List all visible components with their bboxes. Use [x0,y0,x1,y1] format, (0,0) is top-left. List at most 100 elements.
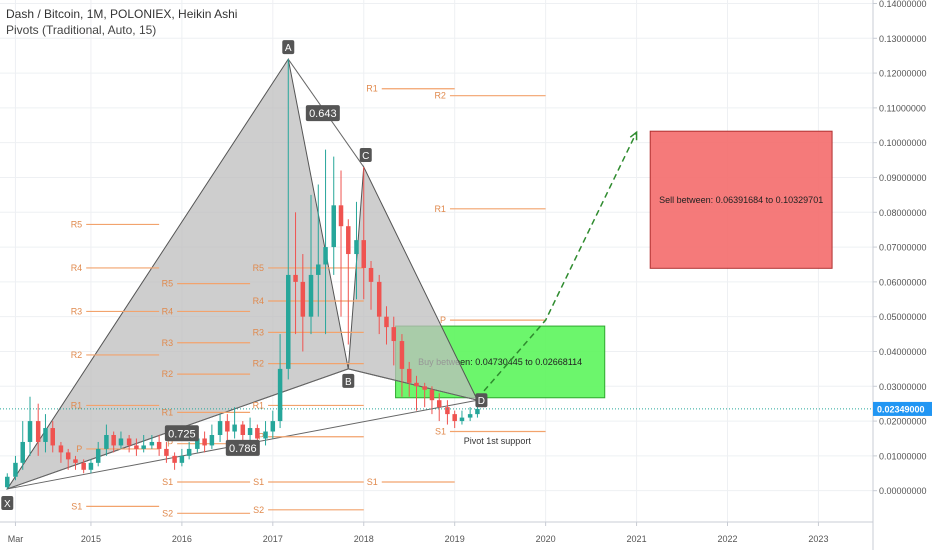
point-badge-c [359,148,372,163]
price-tick-label: 0.03000000 [879,382,927,392]
candle-body [179,455,185,463]
time-tick-label: 2017 [263,534,283,544]
candle-body [255,428,260,439]
pivot-label: P [440,315,446,325]
pivot-label: R2 [434,91,446,101]
candle-body [35,421,41,442]
sell-zone-label: Sell between: 0.06391684 to 0.10329701 [659,195,823,205]
candle-body [209,435,215,446]
pivot-label: R1 [366,84,378,94]
candle-body [104,435,109,449]
pivot-label: S2 [253,505,264,515]
candle-body [308,274,314,317]
price-zones: Buy between: 0.04730445 to 0.02668114 Sel… [395,130,833,399]
pivot-label: R2 [71,350,83,360]
candle-body [459,417,465,422]
candle-body [217,421,223,435]
indicator-title[interactable]: Pivots (Traditional, Auto, 15) [6,23,157,37]
point-label-d: D [478,396,485,407]
point-badge-d [475,393,488,408]
ratio-label: 0.786 [229,443,257,455]
candle-body [361,240,366,268]
pattern-leg [348,368,478,401]
candle-body [475,408,480,415]
pivot-label: P [167,439,173,449]
candle-body [316,264,321,275]
point-badge-b [342,373,355,388]
buy-zone-label: Buy between: 0.04730445 to 0.02668114 [418,357,582,367]
candle-body [225,421,230,432]
pivot-label: S1 [435,427,446,437]
time-tick-label: 2023 [808,534,828,544]
pivot-label: R2 [162,369,174,379]
pivot-label: R3 [253,327,265,337]
last-price-tag [873,401,932,416]
candle-body [376,281,382,317]
ratio-label: 0.725 [168,428,196,440]
time-tick-label: 2022 [717,534,737,544]
candle-body [164,448,169,456]
candle-body [399,341,405,369]
pivot-label: R5 [162,279,174,289]
candle-body [300,281,306,317]
target-arrow-head [629,130,638,141]
price-tick-label: 0.02000000 [879,417,927,427]
price-axis[interactable]: 0.00000000 0.01000000 0.02000000 0.03000000… [872,0,932,550]
candle-body [406,368,412,383]
pivot-label: R4 [253,296,265,306]
pivot-label: S1 [162,477,173,487]
candle-body [429,389,435,401]
time-axis[interactable]: Mar 2015 2016 2017 2018 2019 2020 2021 2022 2023 [0,521,873,544]
candle-body [384,316,389,328]
time-tick-label: 2018 [354,534,374,544]
candle-body [286,274,291,369]
point-label-c: C [362,151,369,162]
candle-body [13,462,18,477]
last-price-label: 0.02349000 [877,404,925,414]
point-badge-x [1,495,14,510]
pivot-levels: R5 R4 R3 R2 R1 P S1 R5 R4 R3 R2 R1 P S1 S2 R5 R4 R3 R2 R1 P S… [71,84,546,518]
candle-body [331,205,336,248]
candle-body [172,455,177,463]
point-label-a: A [285,43,292,54]
pivot-label: R1 [253,400,265,410]
pivot-label: S1 [71,501,82,511]
chart-symbol-title[interactable]: Dash / Bitcoin, 1M, POLONIEX, Heikin Ash… [6,7,238,21]
time-tick-label: Mar [8,534,24,544]
candles [5,59,480,489]
pivot-label: S1 [367,477,378,487]
candle-body [141,445,146,449]
candle-body [73,459,78,463]
price-tick-label: 0.11000000 [879,103,926,113]
price-tick-label: 0.14000000 [879,0,927,9]
price-tick-label: 0.06000000 [879,277,927,287]
candle-body [270,421,276,432]
pivot-label: S2 [162,508,173,518]
point-label-b: B [345,377,352,388]
candle-body [20,441,25,463]
time-tick-label: 2020 [536,534,556,544]
candle-body [354,240,359,255]
candle-body [422,386,427,390]
candle-body [118,438,124,446]
pivot-label: R5 [253,263,265,273]
candle-body [240,424,246,435]
pivot-label: R1 [162,407,174,417]
candle-body [65,452,71,460]
candle-body [368,267,374,282]
candle-body [195,438,200,449]
candle-body [95,448,101,463]
price-tick-label: 0.07000000 [879,243,927,253]
time-tick-label: 2019 [445,534,465,544]
candle-body [391,327,397,342]
annotations: Pivot 1st support X A B C D 0.643 0.725 0.786 [0,40,873,510]
candle-body [186,448,192,456]
pivot-label: R1 [71,400,83,410]
pivot-label: P [76,444,82,454]
price-tick-label: 0.09000000 [879,173,927,183]
price-tick-label: 0.00000000 [879,486,927,496]
price-tick-label: 0.05000000 [879,312,927,322]
point-label-x: X [4,499,11,510]
time-tick-label: 2015 [81,534,101,544]
